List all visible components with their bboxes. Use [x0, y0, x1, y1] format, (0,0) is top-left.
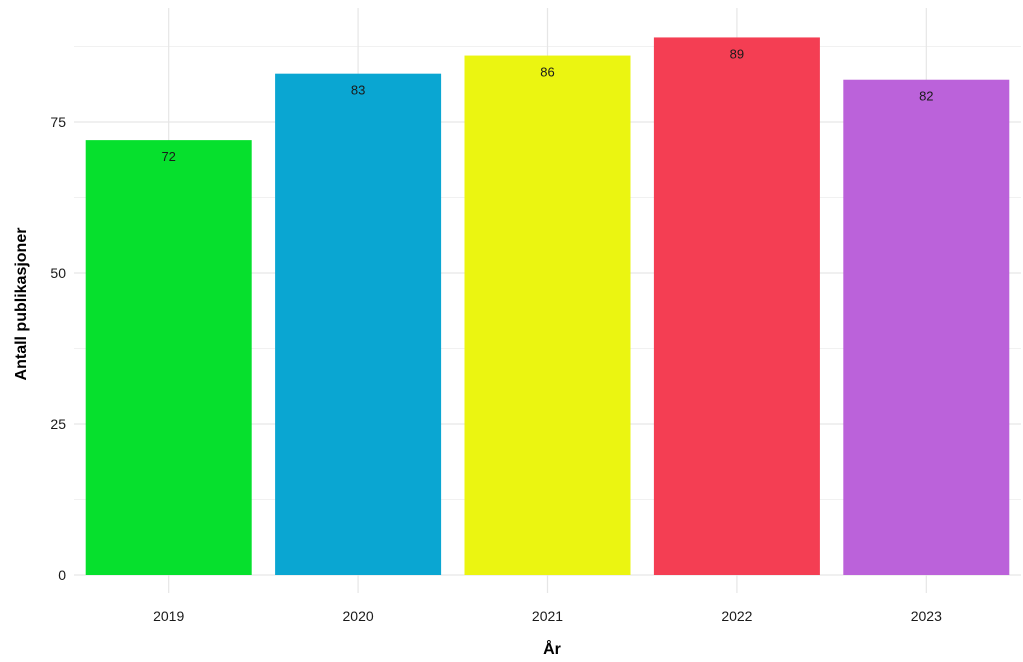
x-tick-label-2021: 2021 [532, 608, 563, 624]
bar-2021 [464, 55, 631, 576]
x-tick-label-2023: 2023 [911, 608, 942, 624]
x-tick-label-2020: 2020 [343, 608, 374, 624]
bars [85, 37, 1010, 576]
bar-2022 [653, 37, 820, 575]
data-label-2021: 86 [540, 65, 554, 80]
x-tick-label-2019: 2019 [153, 608, 184, 624]
bar-2023 [843, 79, 1010, 575]
y-tick-label-1: 25 [50, 416, 66, 432]
data-label-2019: 72 [161, 149, 175, 164]
axes: 0 25 50 75 2019 2020 2021 2022 2023 [50, 114, 942, 624]
y-tick-label-0: 0 [58, 567, 66, 583]
x-axis-title: År [543, 639, 561, 658]
data-label-2020: 83 [351, 83, 365, 98]
y-axis-title: Antall publikasjoner [13, 228, 30, 381]
bar-2019 [85, 140, 252, 575]
data-label-2022: 89 [730, 46, 744, 61]
data-label-2023: 82 [919, 89, 933, 104]
bar-2020 [275, 73, 442, 576]
y-tick-label-3: 75 [50, 114, 66, 130]
y-tick-label-2: 50 [50, 265, 66, 281]
x-tick-label-2022: 2022 [721, 608, 752, 624]
data-labels: 72 83 86 89 82 [161, 46, 933, 164]
